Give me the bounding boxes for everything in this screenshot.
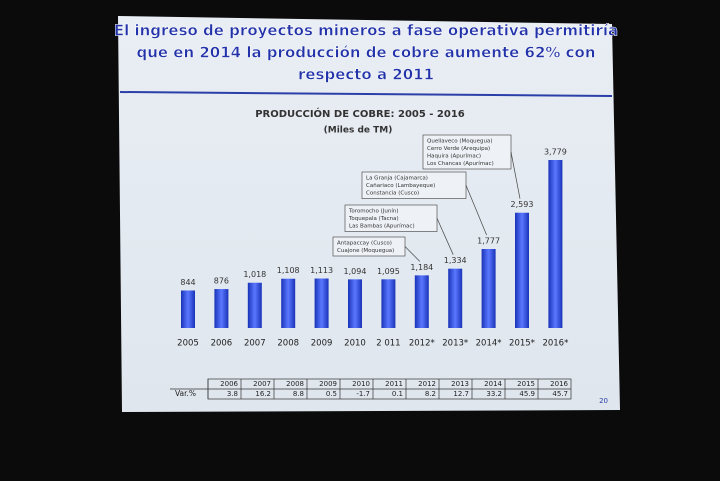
x-tick-label: 2006: [211, 339, 233, 349]
annotation-text: Haquira (Apurímac): [427, 153, 481, 160]
table-cell: 8.8: [293, 390, 304, 398]
annotation-text: Cañariaco (Lambayeque): [366, 183, 435, 189]
table-header: 2008: [286, 380, 304, 388]
table-header: 2007: [253, 380, 271, 388]
table-cell: 0.1: [392, 390, 403, 398]
title-rule: [119, 91, 613, 97]
value-label: 1,018: [243, 270, 266, 279]
table-header: 2006: [220, 380, 238, 388]
table-cell: 16.2: [255, 390, 271, 398]
x-tick-label: 2010: [344, 339, 366, 349]
x-tick-label: 2014*: [476, 339, 502, 349]
value-label: 1,184: [410, 263, 433, 272]
bar: [247, 282, 262, 328]
x-tick-label: 2007: [244, 339, 266, 349]
x-tick-label: 2009: [311, 339, 333, 349]
bar: [548, 160, 563, 328]
bar: [448, 268, 463, 328]
table-cell: 8.2: [425, 390, 436, 398]
value-label: 2,593: [511, 200, 534, 209]
value-label: 844: [180, 278, 195, 287]
x-tick-label: 2015*: [509, 339, 535, 349]
annotation-arrow: [465, 185, 487, 236]
table-cell: 3.8: [227, 390, 238, 398]
annotation-arrow: [436, 218, 454, 255]
bar: [181, 290, 195, 328]
bar: [414, 275, 429, 328]
value-label: 1,113: [310, 266, 333, 275]
bar: [214, 289, 229, 328]
chart-title: PRODUCCIÓN DE COBRE: 2005 - 2016: [255, 107, 465, 120]
annotation-text: Los Chancas (Apurímac): [427, 160, 494, 167]
value-label: 1,108: [277, 266, 300, 275]
x-tick-label: 2012*: [409, 339, 435, 349]
bar: [515, 212, 529, 328]
value-label: 1,777: [477, 237, 500, 246]
x-tick-label: 2005: [177, 339, 199, 349]
slide-title: respecto a 2011: [298, 66, 434, 84]
value-label: 1,094: [344, 267, 367, 276]
table-cell: -1.7: [356, 390, 370, 398]
annotation-arrow: [510, 151, 521, 199]
table-cell: 33.2: [486, 390, 502, 398]
value-label: 3,779: [544, 148, 567, 157]
slide-title: El ingreso de proyectos mineros a fase o…: [114, 22, 618, 40]
slide-content: El ingreso de proyectos mineros a fase o…: [114, 21, 619, 405]
table-cell: 12.7: [453, 390, 469, 398]
table-header: 2015: [517, 380, 535, 388]
value-label: 876: [214, 277, 229, 286]
table-header: 2013: [451, 380, 469, 388]
chart-subtitle: (Miles de TM): [324, 126, 393, 136]
table-cell: 45.9: [519, 390, 535, 398]
annotation-text: Cuajone (Moquegua): [337, 248, 394, 254]
bar: [481, 249, 496, 328]
table-row-label: Var.%: [175, 389, 196, 398]
bar: [281, 278, 296, 328]
annotation-text: Quellaveco (Moquegua): [427, 139, 493, 145]
bar: [381, 279, 396, 328]
table-header: 2012: [418, 380, 436, 388]
annotation-text: Antapaccay (Cusco): [337, 241, 392, 247]
table-header: 2010: [352, 380, 370, 388]
annotation-box: [422, 134, 512, 170]
annotation-arrow: [404, 246, 421, 262]
x-tick-label: 2008: [277, 339, 299, 349]
annotation-text: Toromocho (Junín): [348, 208, 399, 215]
bar: [348, 279, 362, 328]
table-cell: 0.5: [326, 390, 337, 398]
table-header: 2011: [385, 380, 403, 388]
table-header: 2016: [550, 380, 568, 388]
value-label: 1,095: [377, 267, 400, 276]
slide-title: que en 2014 la producción de cobre aumen…: [136, 44, 595, 62]
bar: [314, 278, 329, 328]
annotation-text: Constancia (Cusco): [366, 191, 419, 197]
page-number: 20: [599, 397, 608, 405]
annotation-text: Las Bambas (Apurímac): [349, 223, 415, 230]
annotation-text: Cerro Verde (Arequipa): [427, 146, 490, 152]
x-tick-label: 2016*: [542, 339, 568, 349]
value-label: 1,334: [444, 256, 467, 265]
annotation-text: La Granja (Cajamarca): [366, 176, 428, 182]
table-header: 2014: [484, 380, 502, 388]
annotation-text: Toquepala (Tacna): [348, 216, 399, 222]
table-header: 2009: [319, 380, 337, 388]
table-cell: 45.7: [552, 390, 568, 398]
x-tick-label: 2013*: [442, 339, 468, 349]
x-tick-label: 2 011: [376, 339, 400, 349]
annotation-box: [344, 204, 438, 232]
